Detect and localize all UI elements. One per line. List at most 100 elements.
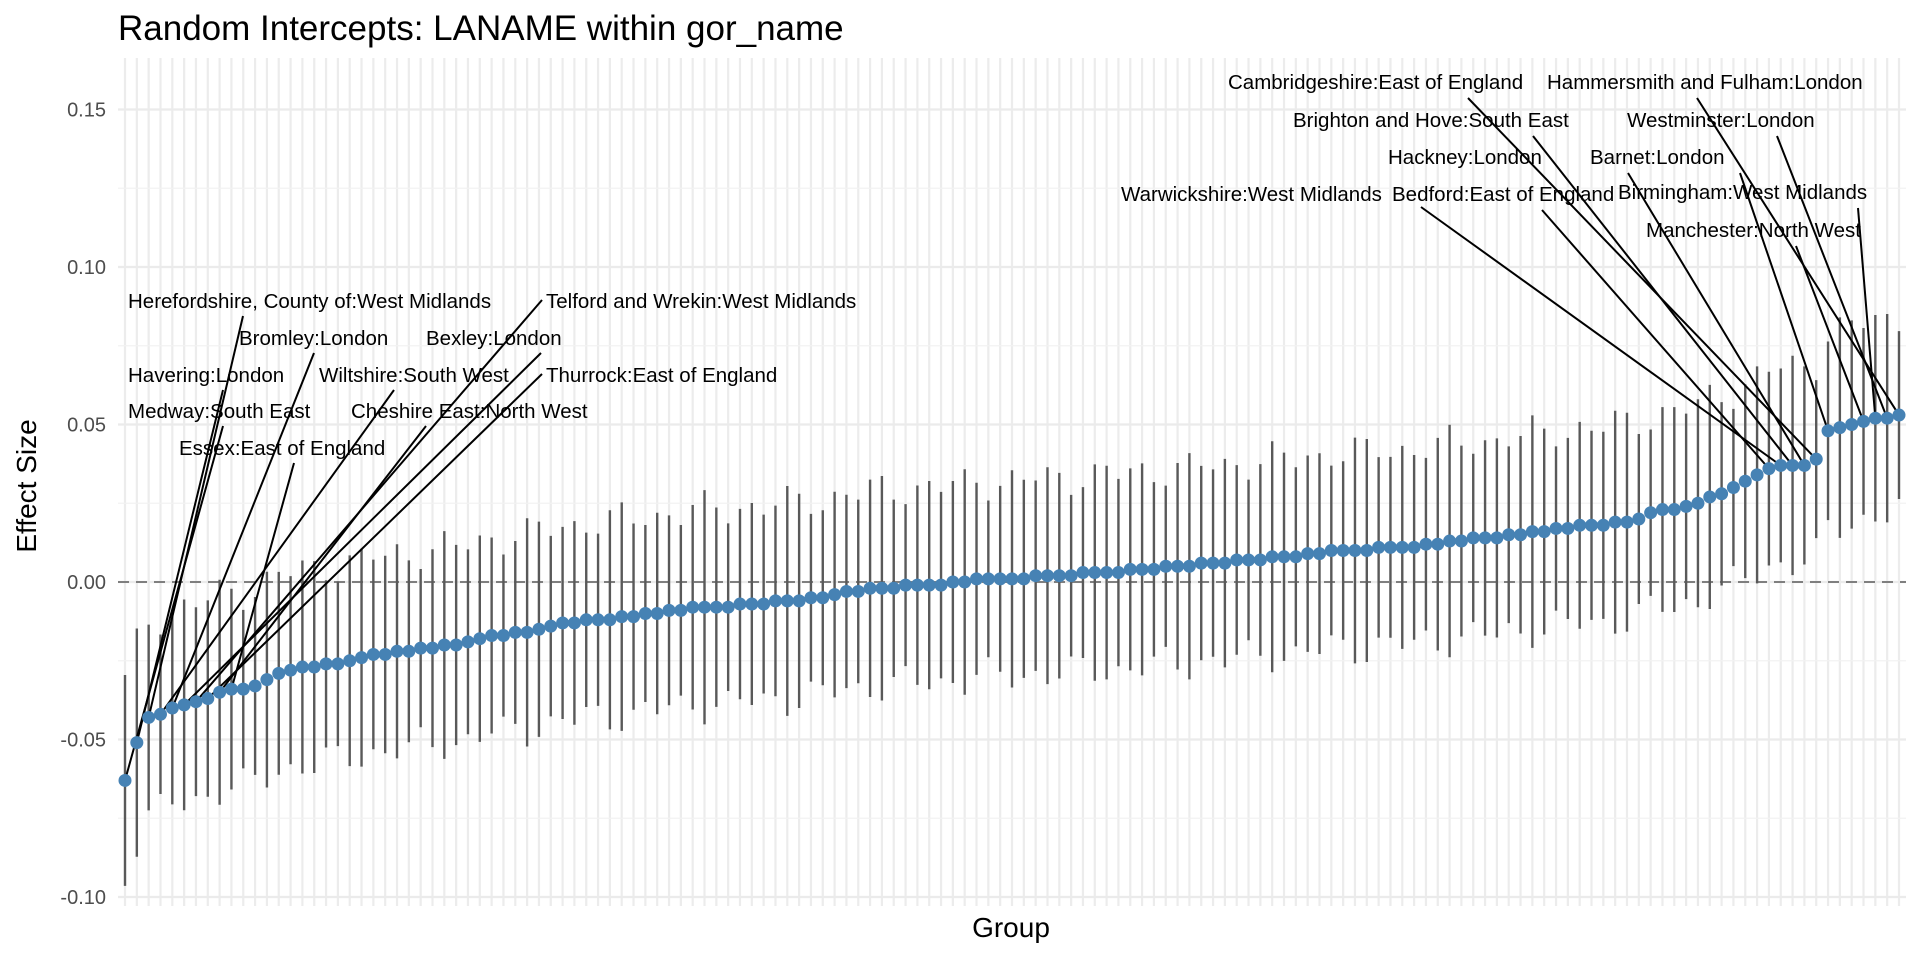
data-point <box>1809 452 1823 466</box>
annotation-label: Wiltshire:South West <box>319 364 509 387</box>
data-point <box>1123 562 1137 576</box>
data-point <box>1490 531 1504 545</box>
data-point <box>284 663 298 677</box>
data-point <box>366 647 380 661</box>
data-point <box>1135 562 1149 576</box>
data-point <box>425 641 439 655</box>
data-point <box>1703 490 1717 504</box>
data-point <box>556 616 570 630</box>
data-point <box>804 591 818 605</box>
data-point <box>662 603 676 617</box>
data-point <box>1644 506 1658 520</box>
annotation-label: Bromley:London <box>239 327 388 350</box>
data-point <box>1786 458 1800 472</box>
data-point <box>1301 547 1315 561</box>
data-point <box>1750 468 1764 482</box>
data-point <box>887 581 901 595</box>
data-point <box>1537 525 1551 539</box>
data-point <box>520 625 534 639</box>
data-point <box>1147 562 1161 576</box>
annotation-label: Hackney:London <box>1388 146 1542 169</box>
data-point <box>1431 537 1445 551</box>
data-point <box>627 610 641 624</box>
data-point <box>532 622 546 636</box>
data-point <box>343 654 357 668</box>
y-tick-label: -0.10 <box>60 887 106 909</box>
data-point <box>851 584 865 598</box>
data-point <box>1206 556 1220 570</box>
data-point <box>1549 521 1563 535</box>
data-point <box>142 710 156 724</box>
annotation-connector <box>218 425 427 693</box>
data-point <box>1029 569 1043 583</box>
data-point <box>958 575 972 589</box>
data-point <box>1383 540 1397 554</box>
data-point <box>1100 566 1114 580</box>
data-point <box>355 651 369 665</box>
data-point <box>733 597 747 611</box>
data-point <box>201 692 215 706</box>
data-point <box>1443 534 1457 548</box>
data-point <box>875 581 889 595</box>
data-point <box>1762 462 1776 476</box>
data-point <box>177 698 191 712</box>
data-point <box>721 600 735 614</box>
data-point <box>1419 537 1433 551</box>
data-point <box>307 660 321 674</box>
annotation-connector <box>1420 206 1782 467</box>
data-point <box>591 613 605 627</box>
data-point <box>1478 531 1492 545</box>
annotation-label: Birmingham:West Midlands <box>1618 181 1867 204</box>
data-point <box>402 644 416 658</box>
annotation-connector <box>1857 207 1877 419</box>
data-point <box>946 575 960 589</box>
data-point <box>1667 503 1681 517</box>
annotation-connector <box>1541 209 1770 470</box>
data-point <box>638 607 652 620</box>
data-point <box>1052 569 1066 583</box>
annotation-connector <box>1627 172 1806 466</box>
data-point <box>650 607 664 620</box>
data-point <box>1348 544 1362 557</box>
data-point <box>1064 569 1078 583</box>
data-point <box>1821 424 1835 438</box>
data-point <box>165 701 179 715</box>
data-point <box>1466 531 1480 545</box>
data-point <box>153 707 167 721</box>
data-point <box>272 666 286 680</box>
data-point <box>224 682 238 696</box>
data-point <box>295 660 309 674</box>
data-point <box>414 641 428 655</box>
data-point <box>213 685 227 699</box>
y-tick-label: -0.05 <box>60 730 106 752</box>
data-point <box>1230 553 1244 567</box>
y-tick-label: 0.05 <box>67 415 106 437</box>
data-point <box>1573 518 1587 532</box>
data-point <box>910 578 924 592</box>
data-point <box>1360 544 1374 557</box>
data-point <box>130 736 144 750</box>
data-point <box>1312 547 1326 561</box>
data-point <box>449 638 463 652</box>
data-point <box>1880 411 1894 425</box>
data-point <box>792 594 806 608</box>
data-point <box>1159 559 1173 573</box>
data-point <box>1691 496 1705 510</box>
data-point <box>1561 521 1575 535</box>
annotation-connector <box>1532 135 1794 467</box>
annotation-label: Hammersmith and Fulham:London <box>1547 71 1863 94</box>
data-point <box>1502 528 1516 542</box>
data-point <box>118 773 132 787</box>
data-point <box>863 581 877 595</box>
data-point <box>1632 512 1646 526</box>
y-tick-label: 0.15 <box>67 100 106 122</box>
data-point <box>1407 540 1421 554</box>
data-point <box>768 594 782 608</box>
data-point <box>248 679 262 693</box>
data-point <box>1372 540 1386 554</box>
data-point <box>1608 515 1622 529</box>
data-point <box>1679 499 1693 513</box>
data-point <box>934 578 948 592</box>
data-point <box>615 610 629 624</box>
annotation-label: Westminster:London <box>1627 109 1815 132</box>
